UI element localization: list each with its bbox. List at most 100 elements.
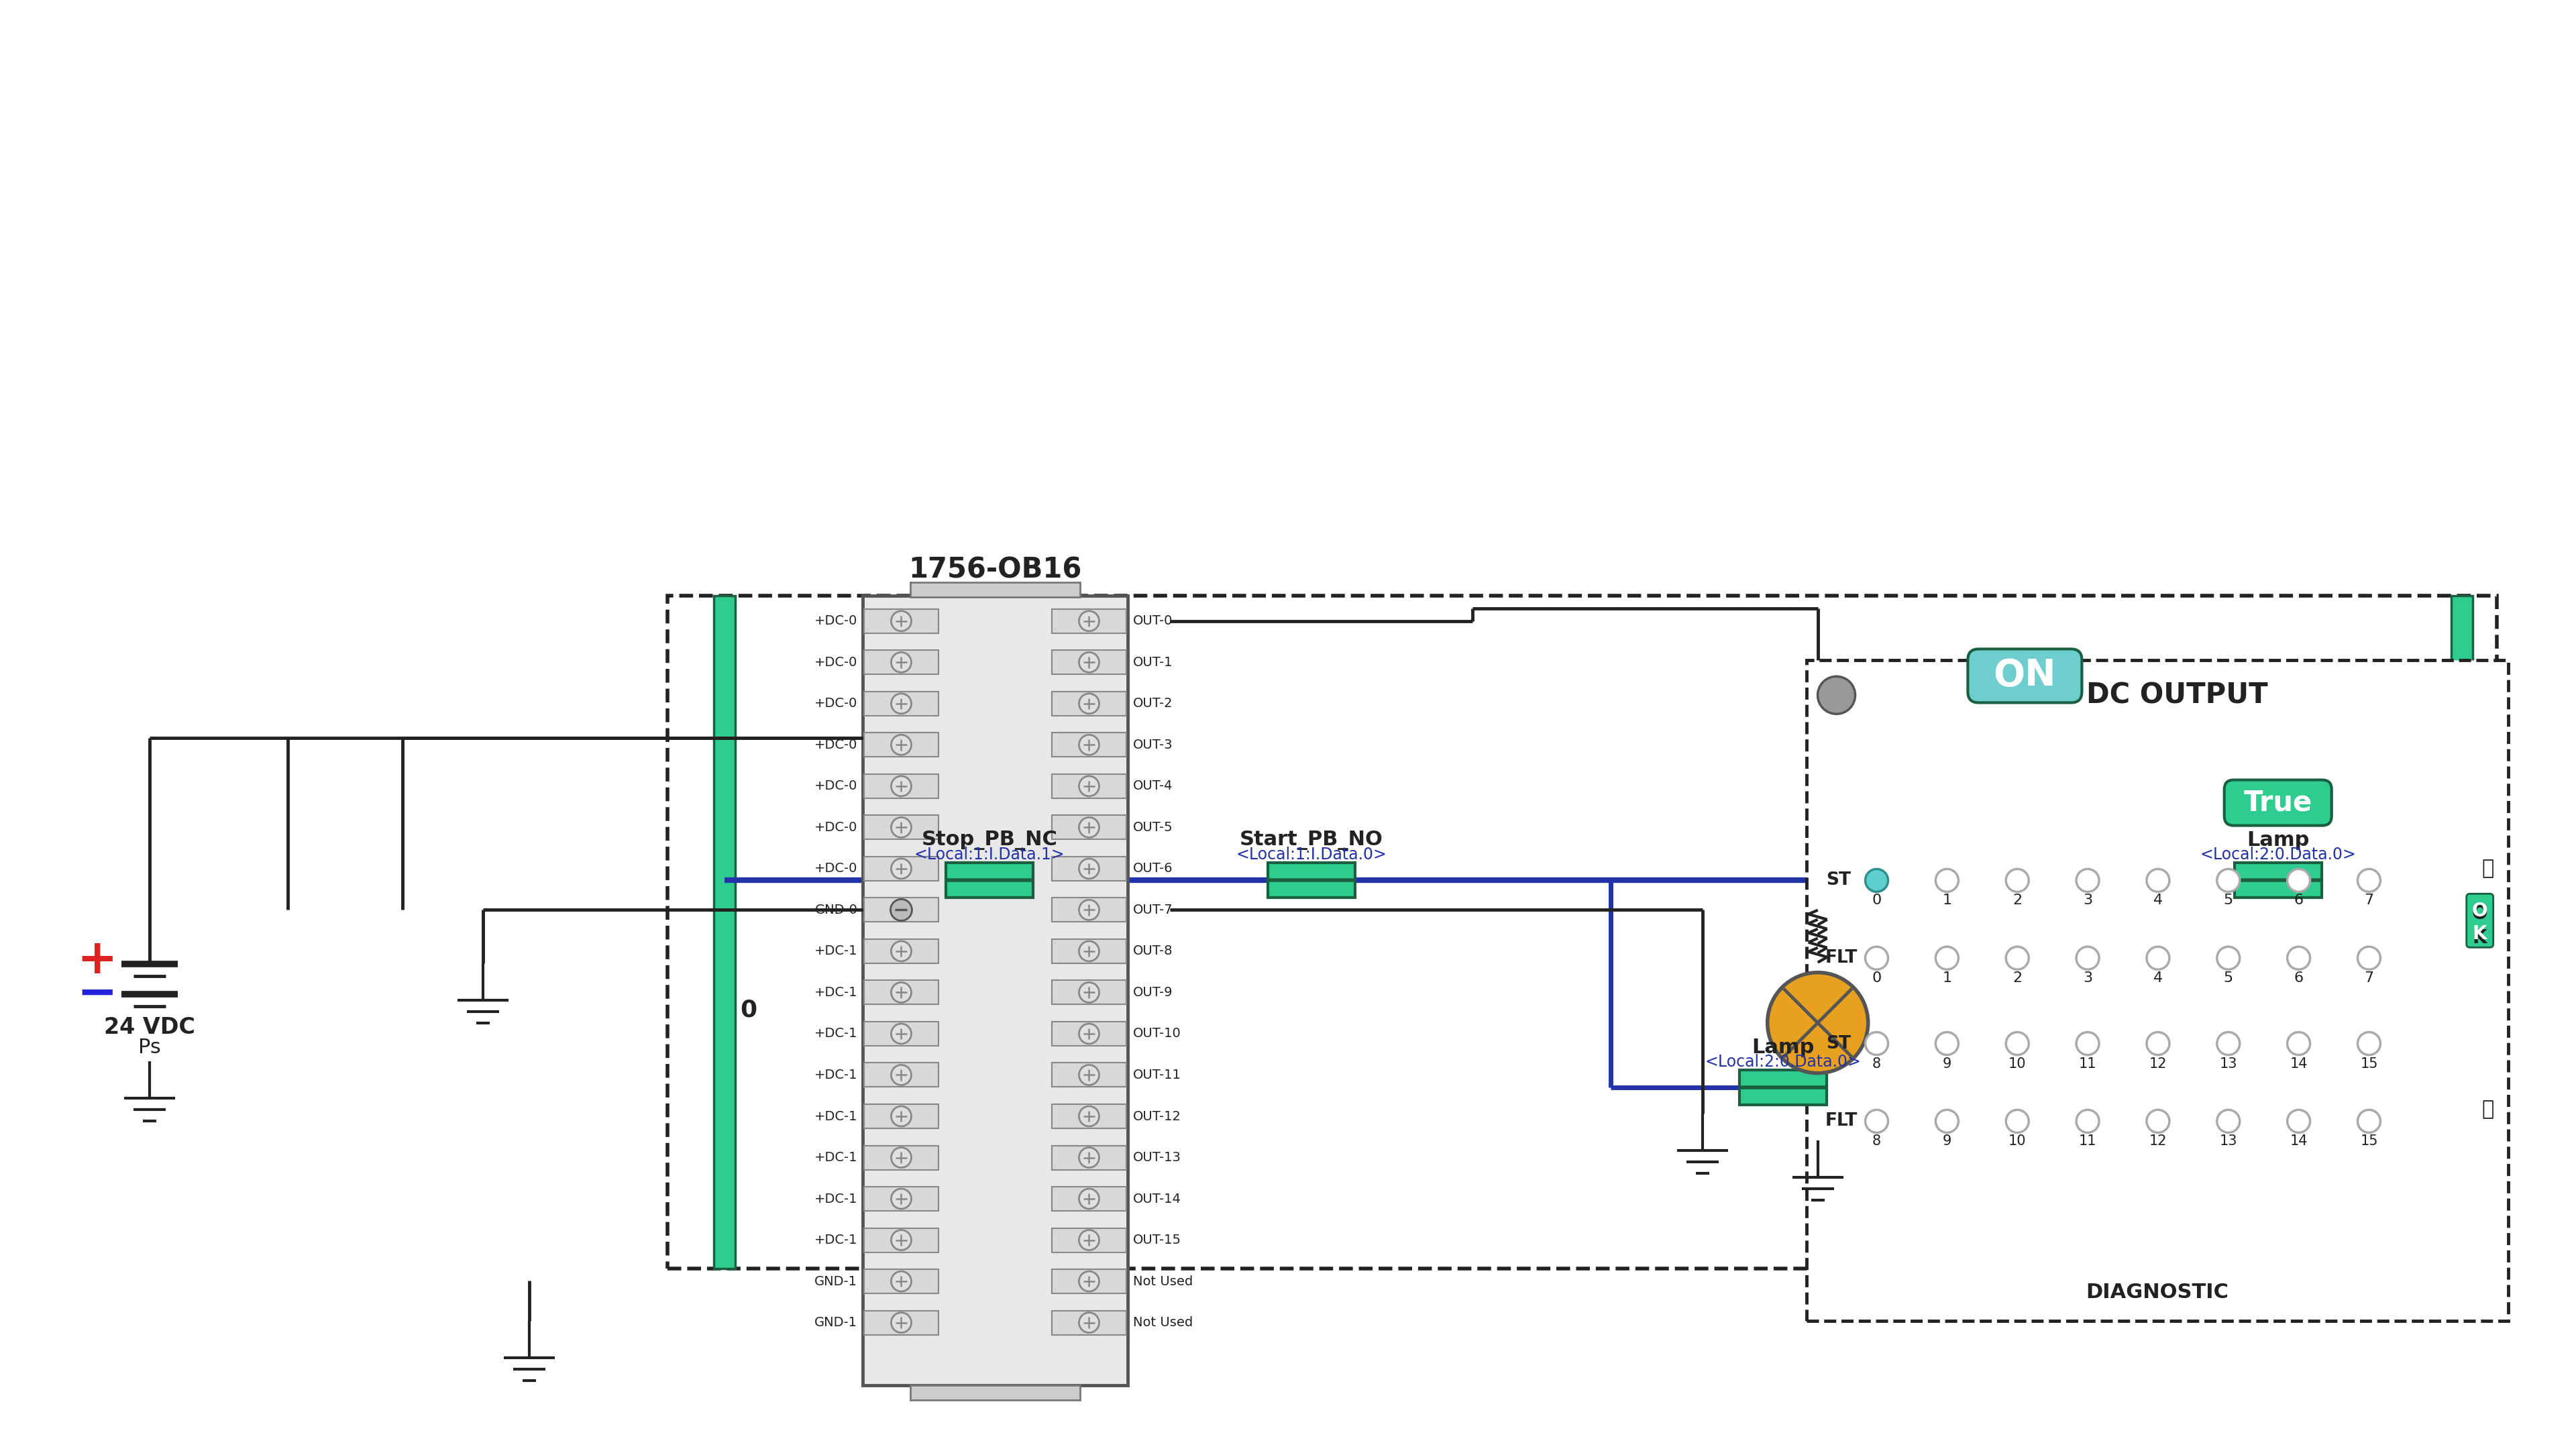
Circle shape (2076, 1032, 2099, 1055)
Text: −: − (77, 971, 118, 1017)
Circle shape (891, 900, 912, 920)
Text: True: True (2244, 788, 2313, 817)
Circle shape (891, 1188, 912, 1208)
Text: 7: 7 (2365, 971, 2372, 985)
Text: OUT-13: OUT-13 (1133, 1151, 1180, 1164)
Circle shape (1767, 972, 1868, 1074)
Circle shape (891, 1313, 912, 1333)
Circle shape (891, 1023, 912, 1043)
Text: 7: 7 (2365, 894, 2372, 907)
Text: +DC-0: +DC-0 (814, 697, 858, 710)
Bar (909, 582, 1079, 597)
Bar (863, 1187, 938, 1211)
Text: 0: 0 (739, 998, 757, 1022)
Circle shape (1079, 1188, 1100, 1208)
Bar (1267, 864, 1355, 898)
Bar (1051, 733, 1126, 756)
Text: Lamp: Lamp (2246, 830, 2308, 851)
Text: 5: 5 (2223, 894, 2233, 907)
Circle shape (891, 611, 912, 632)
Circle shape (2357, 1110, 2380, 1133)
Text: +DC-1: +DC-1 (814, 1193, 858, 1206)
Text: 11: 11 (2079, 1056, 2097, 1071)
Circle shape (891, 1271, 912, 1291)
Circle shape (1079, 1230, 1100, 1250)
Circle shape (2146, 1110, 2169, 1133)
Text: K: K (2473, 924, 2486, 943)
Text: 5: 5 (2223, 971, 2233, 985)
Text: <Local:1:I.Data.1>: <Local:1:I.Data.1> (914, 846, 1064, 864)
Text: 8: 8 (1873, 1056, 1880, 1071)
Text: REALPARS: REALPARS (1862, 1259, 2141, 1306)
Circle shape (891, 942, 912, 961)
Text: 9: 9 (1942, 1056, 1953, 1071)
Text: 12: 12 (2148, 1135, 2166, 1148)
Circle shape (1079, 694, 1100, 714)
Circle shape (891, 817, 912, 838)
Text: OUT-12: OUT-12 (1133, 1110, 1180, 1123)
Bar (1051, 898, 1126, 922)
Text: OUT-15: OUT-15 (1133, 1233, 1182, 1246)
Bar (1739, 1071, 1826, 1106)
Circle shape (1079, 859, 1100, 878)
Text: OUT-10: OUT-10 (1133, 1027, 1180, 1040)
Bar (1051, 1227, 1126, 1252)
Bar (2452, 596, 2473, 1269)
Text: +DC-1: +DC-1 (814, 1233, 858, 1246)
Bar (863, 1064, 938, 1087)
Text: 12: 12 (2148, 1056, 2166, 1071)
Circle shape (2287, 1032, 2311, 1055)
Bar (863, 774, 938, 798)
Text: 24 VDC: 24 VDC (103, 1017, 196, 1039)
Circle shape (1865, 869, 1888, 891)
Text: Ps: Ps (139, 1037, 160, 1058)
Bar (1051, 691, 1126, 716)
Bar (863, 898, 938, 922)
Circle shape (2218, 1110, 2239, 1133)
Text: O: O (2473, 904, 2488, 923)
Circle shape (1079, 1065, 1100, 1085)
Bar (1051, 1310, 1126, 1335)
Circle shape (891, 735, 912, 755)
Text: 11: 11 (2079, 1135, 2097, 1148)
Text: +DC-1: +DC-1 (814, 1027, 858, 1040)
Text: OUT-7: OUT-7 (1133, 904, 1172, 916)
Circle shape (2218, 869, 2239, 891)
Text: 1: 1 (1942, 971, 1953, 985)
Circle shape (2007, 946, 2030, 969)
Circle shape (1079, 1148, 1100, 1168)
Text: OUT-6: OUT-6 (1133, 862, 1172, 875)
Bar (863, 691, 938, 716)
Text: 9: 9 (1942, 1135, 1953, 1148)
Text: 2: 2 (2012, 894, 2022, 907)
Bar (863, 1269, 938, 1294)
Text: ST: ST (1826, 872, 1852, 890)
Polygon shape (1806, 661, 2509, 1320)
Text: 10: 10 (2009, 1056, 2027, 1071)
Text: OUT-1: OUT-1 (1133, 656, 1172, 668)
Text: +DC-0: +DC-0 (814, 822, 858, 833)
Circle shape (2146, 946, 2169, 969)
Circle shape (1935, 1032, 1958, 1055)
Circle shape (1935, 946, 1958, 969)
Bar (1051, 856, 1126, 881)
Bar (945, 864, 1033, 898)
Circle shape (891, 1106, 912, 1126)
FancyBboxPatch shape (2465, 894, 2494, 948)
Bar (909, 1385, 1079, 1400)
Text: 3: 3 (2084, 894, 2092, 907)
Text: +DC-0: +DC-0 (814, 656, 858, 668)
Bar (1051, 651, 1126, 674)
Circle shape (2357, 1032, 2380, 1055)
Text: 3: 3 (2084, 971, 2092, 985)
Circle shape (891, 982, 912, 1003)
Text: ST: ST (1826, 1035, 1852, 1052)
Text: FLT: FLT (1824, 1113, 1857, 1130)
Bar (863, 856, 938, 881)
Text: OUT-3: OUT-3 (1133, 739, 1172, 751)
Text: GND-1: GND-1 (814, 1275, 858, 1288)
Bar (863, 596, 1128, 1385)
Circle shape (2007, 1032, 2030, 1055)
Text: Not Used: Not Used (1133, 1316, 1193, 1329)
Text: +DC-1: +DC-1 (814, 945, 858, 958)
